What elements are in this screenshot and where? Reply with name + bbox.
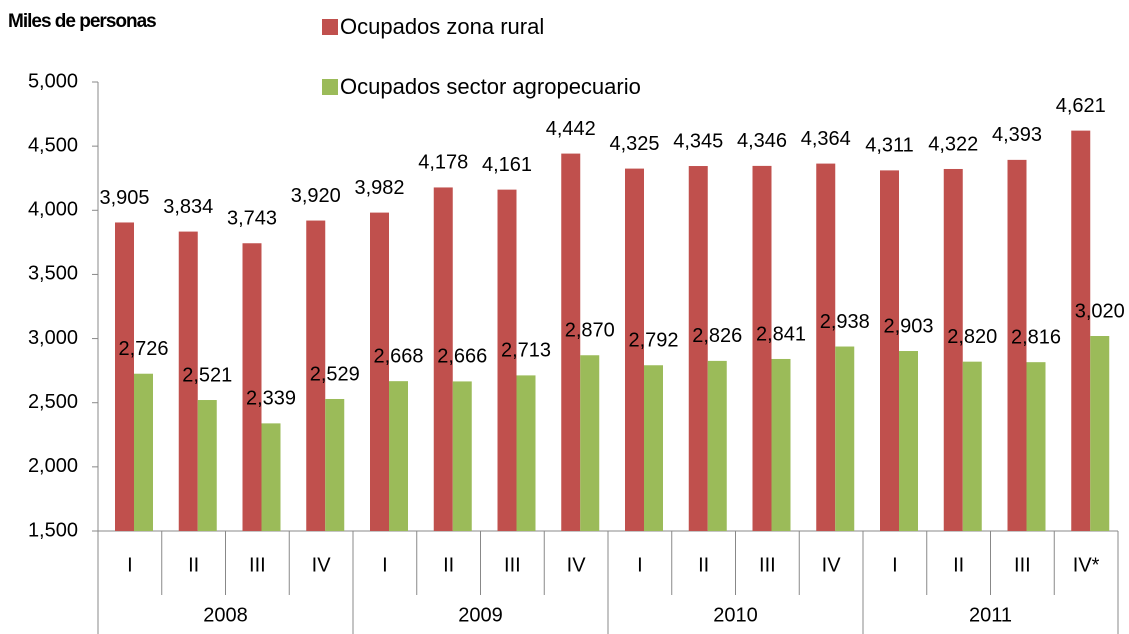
data-label: 2,903 [883,315,933,337]
bar [943,168,963,531]
bar [962,361,982,531]
bar [389,381,408,531]
y-tick-label: 1,500 [28,519,78,541]
bar [261,423,281,531]
data-label: 4,161 [482,154,532,176]
bar [752,165,772,531]
data-label: 2,713 [501,340,551,362]
x-tick-label: II [953,554,964,576]
y-axis-title: Miles de personas [8,11,156,32]
x-tick-label: I [382,554,388,576]
data-label: 4,345 [673,130,723,152]
bar [1071,130,1091,531]
y-tick-label: 2,000 [28,455,78,477]
y-tick-label: 2,500 [28,391,78,413]
x-tick-label: IV [822,554,842,576]
year-label: 2010 [713,604,758,626]
y-tick-label: 3,000 [28,327,78,349]
x-tick-label: II [188,554,199,576]
bar [899,351,918,531]
legend-swatch [322,19,338,35]
data-label: 2,841 [756,323,806,345]
bar [178,231,198,531]
data-label: 2,529 [310,363,360,385]
bar [1090,336,1110,531]
bar [1007,159,1027,531]
bar [625,168,644,532]
bar [325,398,345,531]
bar [306,220,326,531]
bar [197,400,217,531]
year-label: 2009 [458,604,503,626]
data-label: 2,666 [437,346,487,368]
data-label: 2,792 [628,330,678,352]
x-tick-label: I [892,554,898,576]
bar [816,163,836,531]
bar [771,358,791,531]
bar [452,381,472,531]
x-tick-label: I [637,554,643,576]
x-tick-label: II [443,554,454,576]
x-tick-label: II [698,554,709,576]
data-label: 2,668 [373,345,423,367]
bar [580,355,600,531]
data-label: 4,178 [418,152,468,174]
y-tick-label: 5,000 [28,70,78,92]
data-label: 2,521 [182,364,232,386]
bar [880,170,899,531]
data-label: 2,870 [565,320,615,342]
data-label: 4,346 [737,130,787,152]
bar [433,187,453,531]
y-tick-label: 3,500 [28,263,78,285]
x-tick-label: III [759,554,776,576]
data-label: 2,726 [118,338,168,360]
data-label: 4,322 [928,133,978,155]
data-label: 4,364 [801,128,851,150]
bar [134,373,153,531]
data-label: 2,938 [820,311,870,333]
bar [242,243,262,532]
data-label: 3,982 [354,177,404,199]
legend-swatch [322,79,338,95]
bar [370,212,389,532]
x-tick-label: III [504,554,521,576]
data-label: 3,020 [1075,300,1125,322]
bar [707,360,727,531]
data-label: 2,820 [947,326,997,348]
bar [516,375,536,531]
data-label: 4,393 [992,124,1042,146]
data-label: 2,339 [246,388,296,410]
x-tick-label: IV [567,554,587,576]
bar [1026,362,1046,531]
x-tick-label: I [127,554,133,576]
data-label: 3,905 [99,187,149,209]
y-tick-label: 4,500 [28,134,78,156]
bar [835,346,855,531]
bar [561,153,581,531]
bar [644,365,663,531]
data-label: 2,816 [1011,326,1061,348]
y-tick-label: 4,000 [28,199,78,221]
data-label: 3,743 [227,208,277,230]
data-label: 4,621 [1056,95,1106,117]
year-label: 2011 [969,604,1012,626]
bar [115,222,134,532]
data-label: 4,442 [546,118,596,140]
legend-label: Ocupados sector agropecuario [340,74,641,99]
bar [688,166,708,531]
x-tick-label: III [1014,554,1031,576]
x-tick-label: III [249,554,266,576]
x-tick-label: IV [312,554,332,576]
data-label: 2,826 [692,325,742,347]
x-tick-label: IV* [1073,554,1100,576]
bar [497,189,517,531]
legend-label: Ocupados zona rural [340,14,544,39]
data-label: 3,834 [163,196,213,218]
data-label: 4,311 [865,135,914,157]
data-label: 4,325 [609,133,659,155]
year-label: 2008 [203,604,248,626]
data-label: 3,920 [291,185,341,207]
